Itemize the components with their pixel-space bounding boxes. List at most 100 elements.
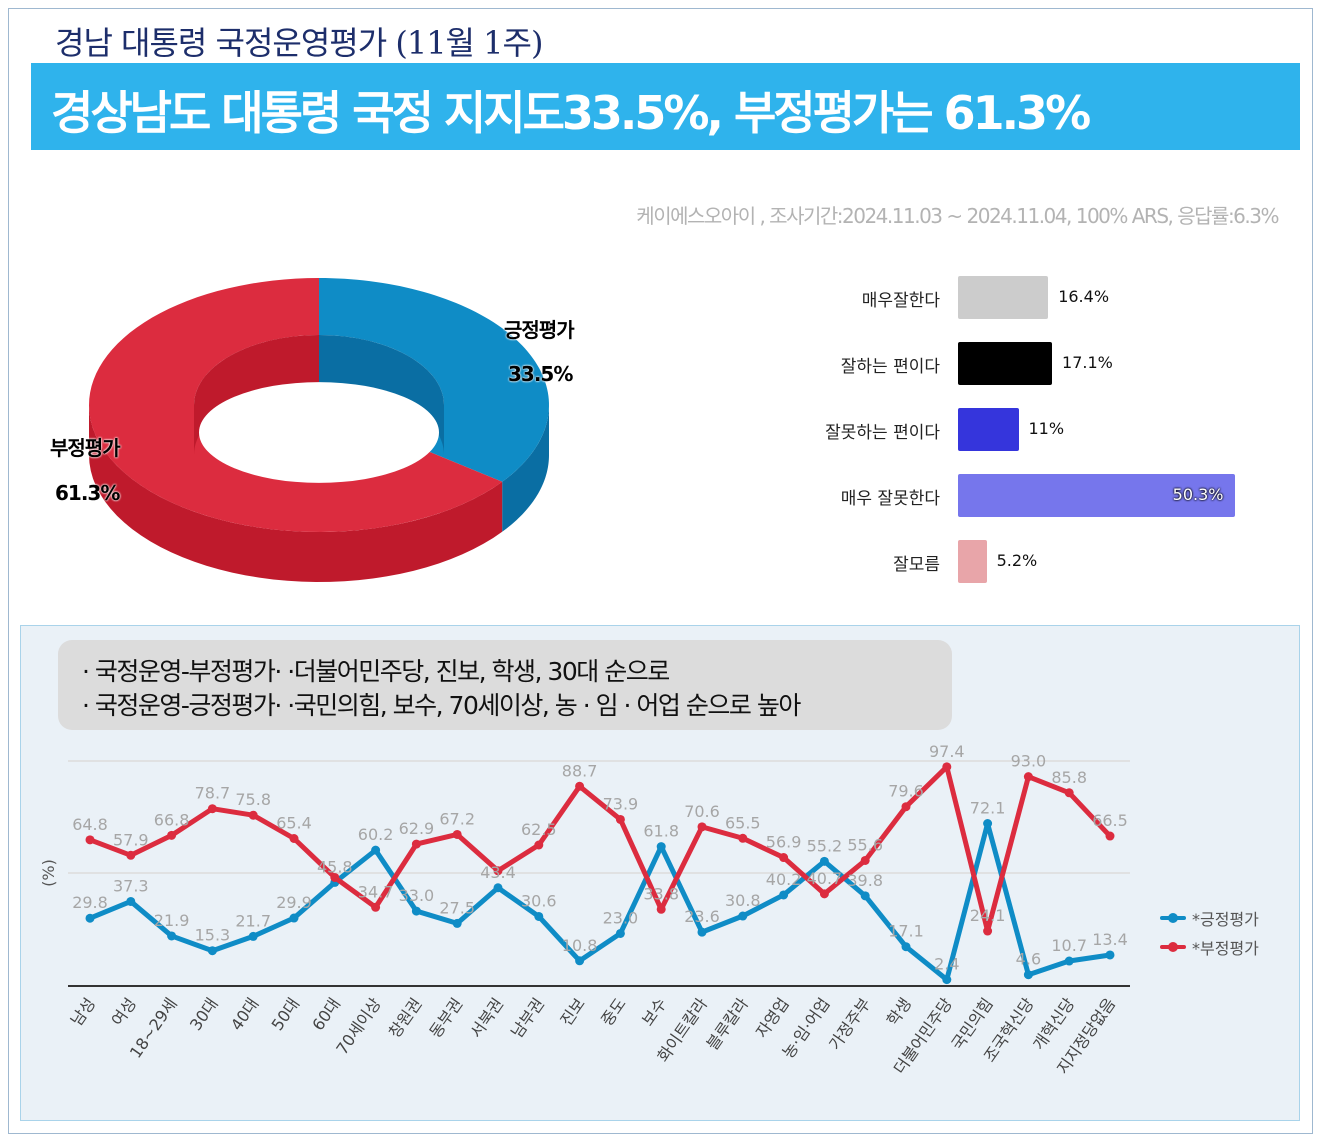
data-point: [697, 927, 707, 937]
data-label: 33.8: [643, 884, 679, 903]
survey-source: 케이에스오아이 , 조사기간:2024.11.03 ~ 2024.11.04, …: [636, 204, 1279, 228]
data-label: 30.6: [521, 891, 557, 910]
data-label: 78.7: [195, 784, 231, 803]
x-tick-label: 남부권: [507, 994, 548, 1041]
data-point: [371, 845, 381, 855]
data-point: [126, 850, 136, 860]
legend-negative: *부정평가: [1160, 935, 1259, 959]
summary-line-2: · 국정운영-긍정평가· ·국민의힘, 보수, 70세이상, 농 · 임 · 어…: [82, 691, 801, 720]
data-label: 65.5: [725, 813, 761, 832]
data-point: [860, 891, 870, 901]
data-point: [819, 889, 829, 899]
data-label: 40.2: [766, 870, 802, 889]
data-point: [779, 853, 789, 863]
data-label: 17.1: [888, 922, 924, 941]
x-tick-label: 40대: [227, 994, 263, 1034]
bar-category-label: 잘못하는 편이다: [825, 423, 940, 443]
data-label: 67.2: [439, 809, 475, 828]
x-tick-label: 창원권: [385, 994, 426, 1041]
data-label: 21.9: [154, 911, 190, 930]
headline-banner: 경상남도 대통령 국정 지지도33.5%, 부정평가는 61.3%: [31, 63, 1300, 150]
bar-category-label: 매우 잘못한다: [840, 489, 940, 509]
donut-hole: [199, 382, 439, 483]
data-label: 61.8: [643, 822, 679, 841]
legend-swatch-positive: [1160, 913, 1186, 923]
page-title: 경남 대통령 국정운영평가 (11월 1주): [55, 24, 543, 62]
data-point: [575, 956, 585, 966]
data-label: 34.7: [358, 882, 394, 901]
data-label: 10.8: [562, 936, 598, 955]
headline: 경상남도 대통령 국정 지지도33.5%, 부정평가는 61.3%: [51, 86, 1091, 140]
data-point: [983, 818, 993, 828]
bar: [958, 342, 1053, 385]
data-point: [1064, 956, 1074, 966]
data-point: [289, 834, 299, 844]
bar-value-label: 50.3%: [1172, 485, 1224, 504]
data-label: 75.8: [235, 790, 271, 809]
bar-value-label: 17.1%: [1062, 353, 1113, 372]
data-point: [167, 830, 177, 840]
bar-value-label: 5.2%: [996, 551, 1038, 570]
data-label: 85.8: [1051, 768, 1087, 787]
data-label: 37.3: [113, 876, 149, 895]
data-point: [126, 896, 136, 906]
data-label: 79.6: [888, 782, 924, 801]
data-point: [1023, 970, 1033, 980]
data-label: 23.6: [684, 907, 720, 926]
data-label: 21.7: [235, 911, 271, 930]
data-label: 60.2: [358, 825, 394, 844]
bar: [958, 276, 1049, 319]
donut-value-positive: 33.5%: [508, 362, 573, 386]
frame: [8, 8, 1313, 1134]
donut-inner-wall: [194, 335, 319, 455]
x-tick-label: 중도: [597, 994, 629, 1029]
data-label: 30.8: [725, 891, 761, 910]
data-point: [452, 829, 462, 839]
data-label: 4.6: [1016, 950, 1041, 969]
bar: [958, 540, 987, 583]
legend-label: *부정평가: [1192, 939, 1259, 958]
x-tick-label: 동부권: [426, 994, 467, 1041]
data-point: [207, 804, 217, 814]
donut-value-negative: 61.3%: [55, 481, 120, 505]
donut-label-negative: 부정평가: [50, 436, 121, 460]
x-tick-label: 자영업: [752, 994, 793, 1041]
data-label: 39.8: [847, 871, 883, 890]
data-label: 2.4: [934, 955, 959, 974]
donut-label-positive: 긍정평가: [504, 318, 575, 342]
x-tick-label: 30대: [186, 994, 222, 1034]
data-point: [901, 802, 911, 812]
data-point: [289, 913, 299, 923]
data-point: [411, 906, 421, 916]
data-label: 55.2: [807, 836, 843, 855]
data-point: [983, 926, 993, 936]
data-label: 70.6: [684, 802, 720, 821]
data-point: [207, 946, 217, 956]
data-point: [411, 839, 421, 849]
data-label: 88.7: [562, 761, 598, 780]
data-label: 66.5: [1092, 811, 1128, 830]
series-line-0: [89, 820, 1111, 983]
y-axis-label: (%): [39, 859, 58, 887]
data-point: [248, 931, 258, 941]
bar-category-label: 잘하는 편이다: [840, 357, 940, 377]
data-point: [167, 931, 177, 941]
data-label: 55.6: [847, 835, 883, 854]
x-tick-label: 서북권: [466, 994, 507, 1041]
x-tick-label: 50대: [268, 994, 304, 1034]
data-point: [575, 781, 585, 791]
data-point: [1064, 788, 1074, 798]
data-label: 33.0: [399, 886, 435, 905]
data-point: [534, 911, 544, 921]
data-label: 97.4: [929, 742, 965, 761]
x-tick-label: 60대: [308, 994, 344, 1034]
data-point: [1105, 950, 1115, 960]
legend-label: *긍정평가: [1192, 910, 1259, 929]
data-label: 23.0: [603, 908, 639, 927]
data-point: [615, 928, 625, 938]
donut-inner-wall: [319, 335, 444, 455]
bar-category-label: 잘모름: [893, 555, 940, 575]
x-tick-label: 학생: [883, 994, 915, 1029]
